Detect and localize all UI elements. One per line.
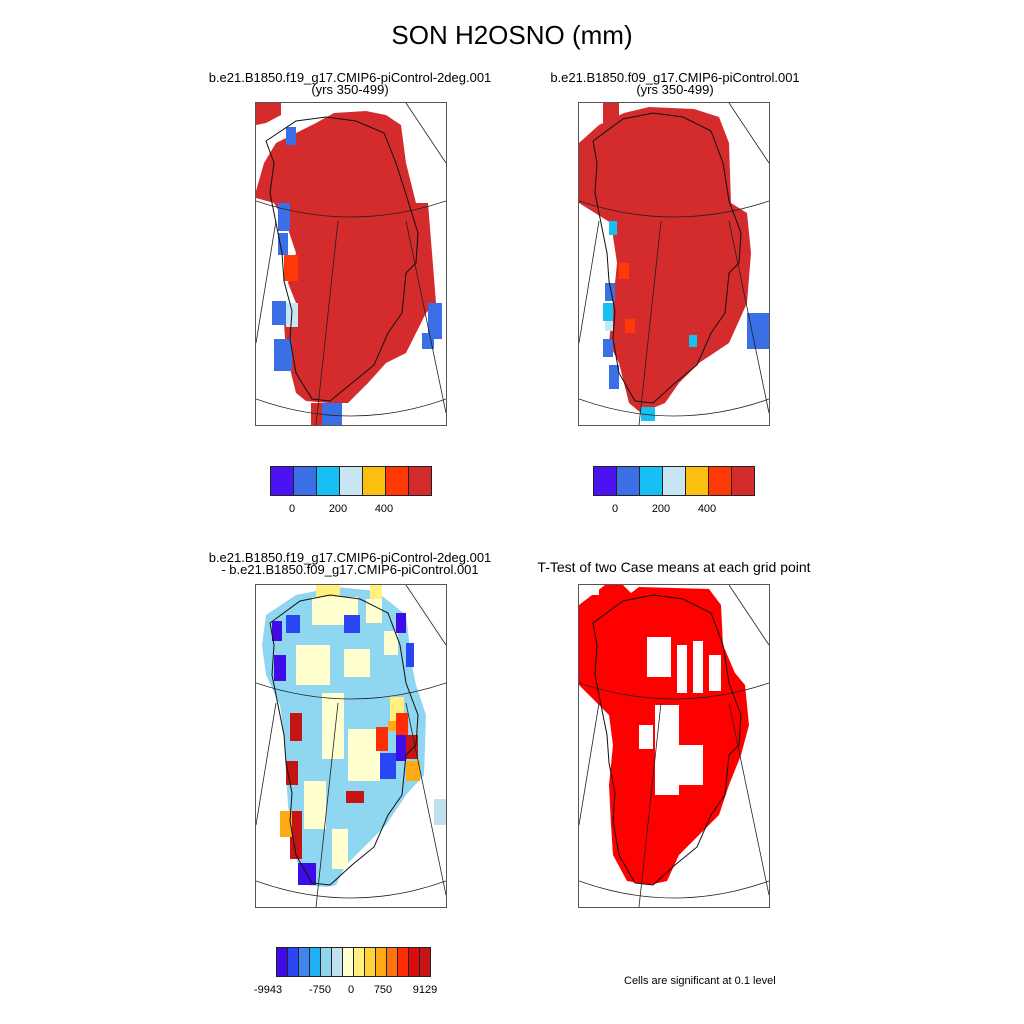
diff-positive-cells <box>376 713 408 751</box>
graticule-case1 <box>256 103 446 425</box>
colorbar-case1-swatch <box>294 467 317 495</box>
greenland-map-case1 <box>256 103 446 425</box>
colorbar-diff-swatch <box>376 948 387 976</box>
colorbar-case2-tick-0: 0 <box>611 503 619 515</box>
colorbar-diff-swatch <box>409 948 420 976</box>
colorbar-case2-tick-2: 400 <box>697 503 717 515</box>
map-panel-case1 <box>255 102 447 426</box>
colorbar-case2-swatch <box>663 467 686 495</box>
panel-title-case2-line1: b.e21.B1850.f09_g17.CMIP6-piControl.001 <box>550 70 800 85</box>
colorbar-diff-tick-2: 0 <box>347 984 355 996</box>
map-panel-ttest <box>578 584 770 908</box>
colorbar-case1-swatch <box>386 467 409 495</box>
colorbar-case2 <box>593 466 755 496</box>
graticule-ttest <box>579 585 769 907</box>
greenland-coastline-case2 <box>592 112 742 404</box>
colorbar-case2-swatch <box>709 467 732 495</box>
greenland-coastline-diff <box>269 594 419 886</box>
colorbar-diff-swatch <box>354 948 365 976</box>
colorbar-diff <box>276 947 431 977</box>
colorbar-diff-tick-3: 750 <box>373 984 393 996</box>
colorbar-diff-swatch <box>321 948 332 976</box>
diff-east-cell <box>434 799 446 825</box>
colorbar-case2-swatch <box>686 467 709 495</box>
colorbar-case1 <box>270 466 432 496</box>
colorbar-case1-swatch <box>340 467 363 495</box>
snow-cells-case2 <box>579 103 751 413</box>
panel-title-case1-line2: (yrs 350-499) <box>311 82 389 97</box>
panel-title-ttest-line1: T-Test of two Case means at each grid po… <box>537 559 811 575</box>
colorbar-case1-tick-2: 400 <box>374 503 394 515</box>
diff-moderate-positive-cells <box>280 721 420 837</box>
nonsignificant-holes <box>579 585 721 795</box>
blue-cells-case2 <box>603 283 769 389</box>
graticule-diff <box>256 585 446 907</box>
panel-title-diff: b.e21.B1850.f19_g17.CMIP6-piControl-2deg… <box>170 550 530 577</box>
diff-strong-positive-cells <box>286 713 418 859</box>
blue-cells-case1 <box>272 127 442 425</box>
colorbar-diff-swatch <box>398 948 409 976</box>
panel-title-case2: b.e21.B1850.f09_g17.CMIP6-piControl.001 … <box>495 70 855 97</box>
colorbar-diff-swatch <box>420 948 430 976</box>
panel-title-case1: b.e21.B1850.f19_g17.CMIP6-piControl-2deg… <box>170 70 530 97</box>
panel-title-diff-line1: b.e21.B1850.f19_g17.CMIP6-piControl-2deg… <box>208 550 492 565</box>
greenland-map-diff <box>256 585 446 907</box>
colorbar-diff-tick-1: -750 <box>308 984 332 996</box>
significance-note: Cells are significant at 0.1 level <box>624 975 776 987</box>
greenland-map-ttest <box>579 585 769 907</box>
greenland-map-case2 <box>579 103 769 425</box>
colorbar-case1-tick-1: 200 <box>328 503 348 515</box>
colorbar-diff-swatch <box>299 948 310 976</box>
map-panel-case2 <box>578 102 770 426</box>
colorbar-diff-swatch <box>310 948 321 976</box>
colorbar-case2-swatch <box>640 467 663 495</box>
colorbar-diff-swatch <box>332 948 343 976</box>
map-panel-diff <box>255 584 447 908</box>
figure-title: SON H2OSNO (mm) <box>391 20 633 50</box>
colorbar-case1-swatch <box>317 467 340 495</box>
graticule-case2 <box>579 103 769 425</box>
colorbar-case2-tick-1: 200 <box>651 503 671 515</box>
colorbar-diff-swatch <box>387 948 398 976</box>
colorbar-diff-swatch <box>288 948 299 976</box>
colorbar-case2-swatch <box>594 467 617 495</box>
colorbar-case1-swatch <box>363 467 386 495</box>
colorbar-diff-swatch <box>365 948 376 976</box>
colorbar-case2-swatch <box>617 467 640 495</box>
panel-title-case1-line1: b.e21.B1850.f19_g17.CMIP6-piControl-2deg… <box>208 70 492 85</box>
colorbar-case1-tick-0: 0 <box>288 503 296 515</box>
colorbar-case2-swatch <box>732 467 754 495</box>
colorbar-diff-tick-4: 9129 <box>412 984 438 996</box>
greenland-coastline-case1 <box>265 116 419 402</box>
diff-near-zero-cells <box>296 597 398 869</box>
colorbar-case1-swatch <box>409 467 431 495</box>
colorbar-diff-tick-0: -9943 <box>253 984 283 996</box>
greenland-coastline-ttest <box>592 594 742 886</box>
diff-negative-cells <box>286 615 414 779</box>
cyan-cells-case2 <box>603 221 697 421</box>
colorbar-case1-swatch <box>271 467 294 495</box>
colorbar-diff-swatch <box>277 948 288 976</box>
colorbar-diff-swatch <box>343 948 354 976</box>
panel-title-ttest: T-Test of two Case means at each grid po… <box>504 559 844 575</box>
panel-title-case2-line2: (yrs 350-499) <box>636 82 714 97</box>
panel-title-diff-line2: - b.e21.B1850.f09_g17.CMIP6-piControl.00… <box>221 562 479 577</box>
